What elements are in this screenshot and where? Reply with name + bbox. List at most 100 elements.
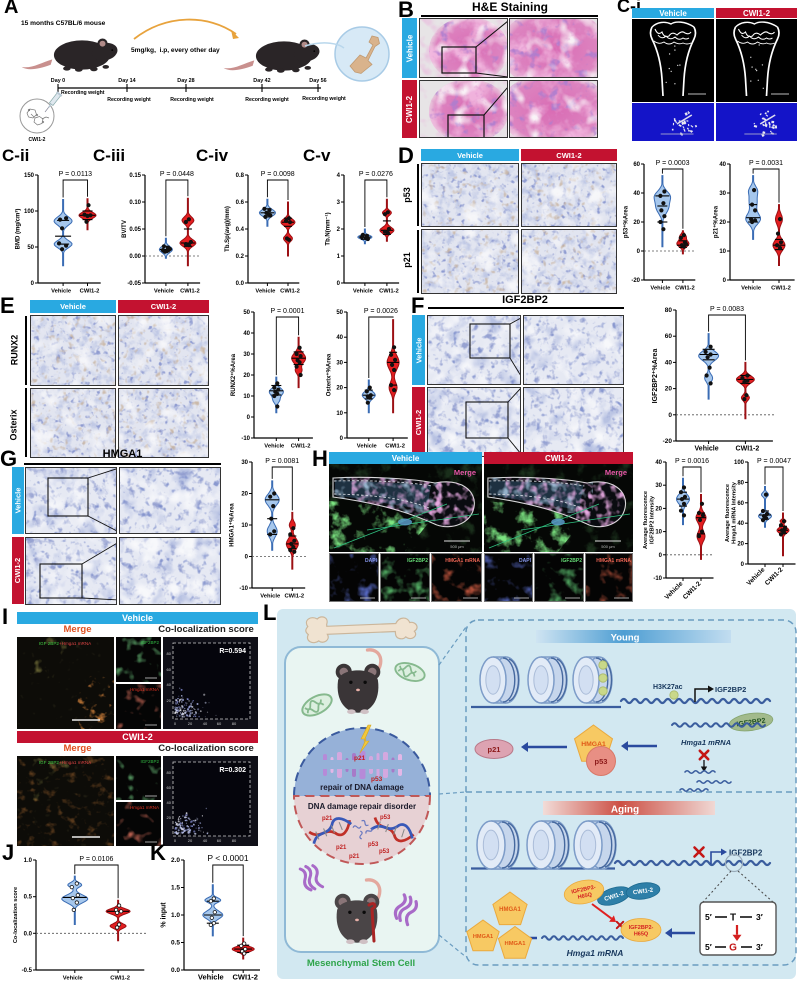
svg-text:2: 2 — [337, 227, 341, 233]
svg-text:P = 0.0113: P = 0.0113 — [59, 171, 93, 178]
svg-text:0.0: 0.0 — [24, 931, 33, 937]
svg-text:P = 0.0047: P = 0.0047 — [757, 458, 791, 465]
svg-text:60: 60 — [737, 501, 744, 507]
svg-text:Hmga1 mRNA Intensity: Hmga1 mRNA Intensity — [732, 481, 738, 544]
svg-text:Average fluorescence: Average fluorescence — [725, 484, 731, 542]
svg-text:CWI1-2: CWI1-2 — [232, 973, 257, 982]
svg-text:P = 0.0026: P = 0.0026 — [364, 308, 398, 315]
svg-text:CWI1-2: CWI1-2 — [29, 137, 46, 143]
svg-text:0: 0 — [174, 838, 177, 843]
svg-text:P = 0.0031: P = 0.0031 — [749, 160, 783, 167]
svg-text:3: 3 — [337, 200, 341, 206]
svg-text:DNA damage repair disorder: DNA damage repair disorder — [308, 802, 416, 811]
svg-text:HMGA1: HMGA1 — [505, 941, 527, 947]
svg-text:60: 60 — [665, 333, 673, 340]
svg-text:IGF2BP2: IGF2BP2 — [140, 640, 159, 645]
svg-text:Merge: Merge — [454, 468, 476, 477]
svg-text:40: 40 — [665, 359, 673, 366]
svg-text:0.8: 0.8 — [236, 173, 245, 179]
svg-text:P = 0.0003: P = 0.0003 — [656, 160, 690, 167]
svg-text:40: 40 — [243, 331, 250, 337]
svg-text:IGF2BP2: IGF2BP2 — [715, 685, 746, 694]
svg-text:-10: -10 — [239, 586, 248, 592]
svg-text:Day 0: Day 0 — [51, 78, 65, 84]
svg-text:0.10: 0.10 — [129, 200, 141, 206]
svg-text:p53: p53 — [379, 849, 390, 855]
svg-text:P = 0.0083: P = 0.0083 — [710, 306, 744, 313]
svg-text:Recording weight: Recording weight — [61, 90, 105, 96]
svg-text:50: 50 — [336, 310, 343, 316]
svg-text:P = 0.0106: P = 0.0106 — [79, 856, 113, 863]
svg-text:30: 30 — [243, 352, 250, 358]
svg-text:G: G — [729, 943, 737, 954]
svg-text:0.5: 0.5 — [171, 940, 180, 947]
svg-text:Vehicle: Vehicle — [51, 289, 72, 295]
svg-text:3′: 3′ — [756, 942, 763, 952]
svg-text:80: 80 — [167, 770, 172, 775]
svg-text:30: 30 — [655, 483, 662, 489]
svg-text:Vehicle: Vehicle — [741, 286, 762, 292]
svg-text:% input: % input — [161, 902, 168, 928]
svg-text:CWI1-2: CWI1-2 — [736, 446, 760, 453]
svg-text:10: 10 — [336, 411, 343, 417]
svg-text:IGF2BP2: IGF2BP2 — [561, 558, 582, 564]
svg-text:Day 56: Day 56 — [309, 78, 326, 84]
svg-text:30: 30 — [241, 460, 248, 466]
svg-text:Hmga1 mRNA: Hmga1 mRNA — [681, 738, 731, 747]
svg-text:5mg/kg, i.p, every other day: 5mg/kg, i.p, every other day — [131, 47, 220, 54]
svg-text:HMGA1: HMGA1 — [581, 741, 606, 748]
svg-text:-10: -10 — [653, 576, 662, 582]
svg-text:IGF2BP2: IGF2BP2 — [140, 759, 159, 764]
svg-text:40: 40 — [336, 335, 343, 341]
svg-text:IGF2BP2: IGF2BP2 — [736, 717, 766, 728]
svg-text:20: 20 — [719, 220, 726, 226]
svg-text:0: 0 — [337, 281, 341, 287]
svg-text:Vehicle: Vehicle — [260, 594, 281, 600]
svg-text:-10: -10 — [241, 436, 250, 442]
svg-text:H65Q: H65Q — [634, 932, 649, 938]
svg-text:DAPI: DAPI — [519, 558, 532, 564]
svg-text:Vehicle: Vehicle — [650, 286, 671, 292]
svg-text:10: 10 — [241, 523, 248, 529]
svg-text:40: 40 — [719, 162, 726, 168]
svg-text:80: 80 — [737, 480, 744, 486]
svg-text:10: 10 — [655, 530, 662, 536]
svg-text:15 months C57BL/6 mouse: 15 months C57BL/6 mouse — [21, 20, 106, 27]
svg-text:20: 20 — [188, 721, 193, 726]
svg-text:0.0: 0.0 — [171, 967, 180, 974]
svg-text:0.5: 0.5 — [24, 895, 33, 901]
svg-text:10: 10 — [719, 249, 726, 255]
svg-text:150: 150 — [24, 173, 35, 179]
svg-text:0: 0 — [340, 436, 344, 442]
svg-text:p53: p53 — [368, 842, 379, 848]
svg-text:CWI1-2: CWI1-2 — [675, 286, 695, 292]
svg-text:CWI1-2: CWI1-2 — [110, 976, 130, 982]
svg-text:Recording weight: Recording weight — [107, 97, 151, 103]
svg-text:0.4: 0.4 — [236, 227, 245, 233]
svg-text:Vehicle: Vehicle — [746, 566, 767, 587]
svg-text:60: 60 — [167, 667, 172, 672]
svg-text:BMD (mg/cm³): BMD (mg/cm³) — [15, 209, 22, 250]
svg-text:40: 40 — [203, 721, 208, 726]
svg-text:P < 0.0001: P < 0.0001 — [207, 853, 248, 863]
svg-text:CWI1-2: CWI1-2 — [280, 289, 300, 295]
svg-text:20: 20 — [188, 838, 193, 843]
svg-text:0: 0 — [668, 412, 672, 419]
svg-text:50: 50 — [27, 245, 34, 251]
svg-text:IGF2BP2 Intensity: IGF2BP2 Intensity — [650, 495, 656, 544]
svg-text:20: 20 — [241, 492, 248, 498]
svg-text:HMGA1: HMGA1 — [473, 934, 493, 940]
svg-text:500 μm: 500 μm — [450, 544, 464, 549]
svg-text:10: 10 — [243, 394, 250, 400]
svg-text:0: 0 — [247, 415, 251, 421]
svg-text:HMGA1: HMGA1 — [499, 907, 521, 913]
svg-text:20: 20 — [633, 220, 640, 226]
svg-text:Vehicle: Vehicle — [154, 289, 175, 295]
svg-text:0.00: 0.00 — [129, 254, 141, 260]
svg-text:CWI1-2: CWI1-2 — [385, 444, 405, 450]
svg-text:20: 20 — [167, 815, 172, 820]
svg-text:40: 40 — [167, 800, 172, 805]
svg-text:0: 0 — [637, 249, 641, 255]
svg-text:IGF2BP2-: IGF2BP2- — [629, 925, 654, 931]
svg-text:IGF 2BP2+Hmga1 mRNA: IGF 2BP2+Hmga1 mRNA — [39, 760, 92, 765]
